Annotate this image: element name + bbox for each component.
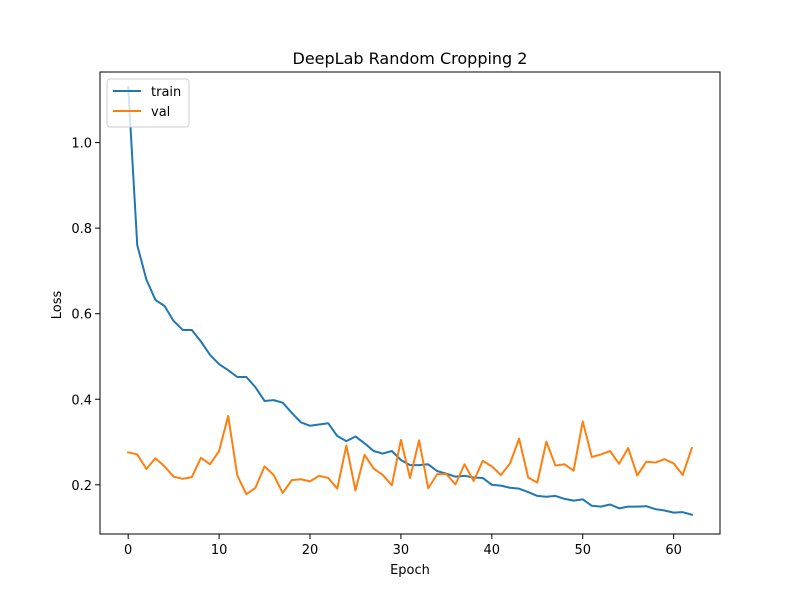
x-tick-label: 10 xyxy=(211,543,228,558)
chart-title: DeepLab Random Cropping 2 xyxy=(293,49,528,68)
legend-label-val: val xyxy=(151,105,170,120)
x-axis-label: Epoch xyxy=(390,563,430,578)
y-tick-label: 0.4 xyxy=(71,393,92,408)
y-tick-label: 0.8 xyxy=(71,222,92,237)
plot-area xyxy=(126,85,694,516)
y-tick-label: 0.2 xyxy=(71,479,92,494)
x-tick-label: 40 xyxy=(484,543,501,558)
series-line-val xyxy=(126,414,694,496)
series-line-train xyxy=(127,85,694,516)
x-tick-label: 60 xyxy=(665,543,682,558)
x-tick-label: 20 xyxy=(302,543,319,558)
y-tick-label: 1.0 xyxy=(71,137,92,152)
legend-label-train: train xyxy=(151,85,181,100)
y-tick-label: 0.6 xyxy=(71,308,92,323)
axes: 0 10 20 30 40 50 60 0.2 0.4 0.6 0.8 1.0 xyxy=(71,71,721,558)
legend: train val xyxy=(106,78,190,128)
x-tick-label: 50 xyxy=(574,543,591,558)
axes-frame xyxy=(99,71,721,535)
x-tick-label: 0 xyxy=(124,543,132,558)
x-tick-label: 30 xyxy=(393,543,410,558)
y-axis-label: Loss xyxy=(50,291,65,320)
